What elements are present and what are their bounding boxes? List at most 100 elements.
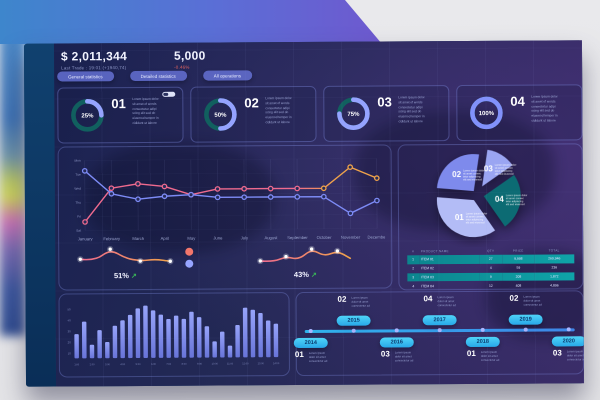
count-value: 5,000 xyxy=(173,48,206,63)
stat-card-04[interactable]: 100% 04 Lorem ipsum dolor sit amet of word… xyxy=(456,84,583,142)
panel-3d-edge xyxy=(23,43,57,387)
timeline-entry-number: 04 xyxy=(423,294,433,304)
svg-text:Wed: Wed xyxy=(74,187,81,191)
stat-card-02[interactable]: 50% 02 Lorem ipsum dolor sit amet of words… xyxy=(190,85,317,143)
svg-text:June: June xyxy=(213,235,223,240)
product-table: # PRODUCT NAME QTY PRICE TOTAL 1 ITEM 01 27 9,99… xyxy=(407,246,575,291)
svg-text:03: 03 xyxy=(484,164,494,173)
table-header-cell: QTY xyxy=(487,248,495,253)
table-cell: 9,998 xyxy=(514,257,523,262)
timeline-dot xyxy=(566,327,571,332)
svg-text:January: January xyxy=(78,236,94,241)
timeline-entry-2016: 03 Lorem ipsum dolor sit amet consectetur… xyxy=(380,349,435,362)
timeline-entry-number: 02 xyxy=(337,294,347,304)
pie-slice-01[interactable] xyxy=(436,197,496,238)
table-row[interactable]: 4 ITEM 04 12 408 4,896 xyxy=(407,281,574,291)
svg-text:Tue: Tue xyxy=(75,173,81,177)
timeline-entry-2015: 02 Lorem ipsum dolor sit amet consectetur… xyxy=(337,294,392,308)
timeline-dot xyxy=(437,328,442,333)
table-cell: 1,872 xyxy=(550,274,559,279)
svg-text:20: 20 xyxy=(68,340,72,344)
line-chart-card: January February March April May June July Augu… xyxy=(57,144,393,291)
stat-card-number: 01 xyxy=(111,96,126,112)
timeline-dot xyxy=(351,328,356,333)
stat-card-01[interactable]: 25% 01 Lorem ipsum dolor sit amet of words… xyxy=(57,86,184,144)
mini-toggle[interactable] xyxy=(162,91,176,97)
svg-text:14:00: 14:00 xyxy=(273,362,280,365)
filter-button-general-statistics[interactable]: General statistics xyxy=(57,71,114,82)
sparkline-left-percent: 51% xyxy=(113,271,129,281)
monthly-line-chart: January February March April May June July Augu… xyxy=(74,158,385,241)
timeline-entry-2018: 01 Lorem ipsum dolor sit amet consectetur… xyxy=(467,349,521,362)
timeline-year-2015[interactable]: 2015 xyxy=(336,315,371,326)
timeline-year-2016[interactable]: 2016 xyxy=(379,337,414,348)
product-table-grid: # PRODUCT NAME QTY PRICE TOTAL 1 ITEM 01 27 9,99… xyxy=(407,246,575,291)
background-gradient-band xyxy=(0,0,382,44)
stat-card-number: 02 xyxy=(244,95,259,111)
pie-slice-04[interactable] xyxy=(483,174,521,227)
stat-card-number: 04 xyxy=(510,93,525,109)
table-cell: 59 xyxy=(516,265,521,270)
svg-text:March: March xyxy=(132,236,144,241)
svg-text:May: May xyxy=(187,236,196,241)
table-cell: ITEM 01 xyxy=(420,257,434,262)
timeline-year-2019[interactable]: 2019 xyxy=(508,314,543,325)
timeline-entry-2014: 01 Lorem ipsum dolor sit amet consectetur… xyxy=(295,350,349,364)
table-cell: 408 xyxy=(515,283,522,288)
count-subtext: -0.46% xyxy=(174,64,190,70)
table-cell: ITEM 04 xyxy=(421,283,434,289)
timeline-entry-text: Lorem ipsum dolor sit amet consectetur a… xyxy=(437,295,456,308)
svg-text:4:00: 4:00 xyxy=(120,363,125,366)
svg-text:30: 30 xyxy=(68,329,72,333)
filter-button-detailed-statistics[interactable]: Detailed statistics xyxy=(129,70,187,82)
trend-up-icon: ↗ xyxy=(130,273,137,281)
timeline-year-2014[interactable]: 2014 xyxy=(293,337,328,349)
sparkline-left-block: 51% ↗ xyxy=(75,243,175,288)
svg-text:10:00: 10:00 xyxy=(212,363,219,366)
table-header-cell: # xyxy=(412,249,415,254)
timeline-entry-2017: 04 Lorem ipsum dolor sit amet consectetur… xyxy=(423,294,478,308)
stat-card-text: Lorem ipsum dolor sit amet of words cons… xyxy=(265,96,292,125)
timeline-year-2017[interactable]: 2017 xyxy=(422,315,457,326)
svg-text:12:00: 12:00 xyxy=(242,362,249,365)
svg-text:November: November xyxy=(341,235,361,240)
timeline-entry-text: Lorem ipsum dolor sit amet consectetur a… xyxy=(308,350,328,364)
svg-text:50: 50 xyxy=(67,307,71,311)
timeline-dot xyxy=(480,327,485,332)
table-header-cell: PRICE xyxy=(512,248,524,253)
legend-dot-series-cool xyxy=(185,259,194,268)
bar-chart-card: 50 40 30 20 10 1:00 2:00 3:00 4:00 5:00 6:00 7:00 8:… xyxy=(58,292,290,378)
table-cell: 4,896 xyxy=(550,283,559,288)
table-cell: 9 xyxy=(489,274,492,279)
pie-slice-03[interactable] xyxy=(482,149,513,187)
volume-bar-chart: 50 40 30 20 10 1:00 2:00 3:00 4:00 5:00 6:00 7:00 8:… xyxy=(67,305,280,366)
sparkline-left xyxy=(77,246,174,265)
background-color-strip xyxy=(0,26,26,336)
svg-text:01: 01 xyxy=(455,213,465,222)
svg-text:October: October xyxy=(317,235,333,240)
donut-gauge-75%: 75% xyxy=(337,97,370,130)
timeline-entry-text: Lorem ipsum dolor sit amet consectetur a… xyxy=(566,349,585,362)
timeline-year-2020[interactable]: 2020 xyxy=(551,336,585,347)
filter-button-all-operations[interactable]: All operations xyxy=(202,70,252,81)
svg-text:December: December xyxy=(367,234,385,239)
pie-chart-card: 02 Lorem ipsum dolor sit amet consec tetur … xyxy=(397,143,584,291)
stat-card-03[interactable]: 75% 03 Lorem ipsum dolor sit amet of words… xyxy=(323,85,450,142)
svg-text:3:00: 3:00 xyxy=(105,363,110,366)
svg-text:Sat: Sat xyxy=(76,229,81,233)
pie-slice-02[interactable] xyxy=(436,154,480,192)
svg-text:April: April xyxy=(161,236,169,241)
timeline-entry-number: 03 xyxy=(380,349,390,359)
count-block: 5,000 -0.46% xyxy=(174,49,206,70)
timeline-year-2018[interactable]: 2018 xyxy=(465,336,500,348)
filter-buttons-row: General statistics Detailed statistics All… xyxy=(57,70,252,82)
line-chart-legend xyxy=(185,247,194,268)
table-cell: 4 xyxy=(489,266,492,271)
dashboard-panel: $ 2,011,344 Last Trade : 19:01 (+1940,74… xyxy=(23,40,585,387)
sparkline-right-percent: 43% xyxy=(293,269,309,280)
stat-cards-row: 25% 01 Lorem ipsum dolor sit amet of words… xyxy=(57,84,583,144)
svg-text:25%: 25% xyxy=(81,113,94,119)
